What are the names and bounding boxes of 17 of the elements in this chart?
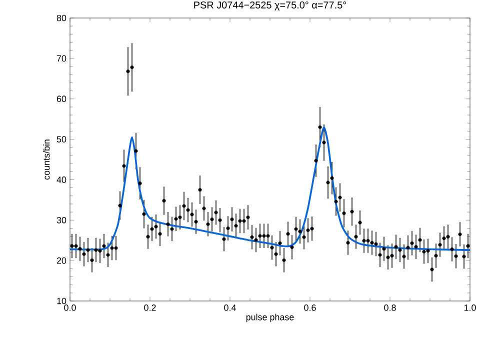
y-tick-label: 30 [56,216,66,224]
x-tick-label: 0.0 [64,304,76,311]
y-tick-label: 60 [56,96,66,102]
x-tick-label: 0.4 [224,304,236,311]
y-tick-label: 20 [56,257,66,264]
y-tick-label: 10 [57,298,66,304]
x-tick-label: 1.0 [464,304,476,311]
y-tick-label: 70 [56,55,66,62]
x-tick-label: 0.8 [384,304,396,311]
y-tick-label: 40 [56,176,66,183]
x-axis-title: pulse phase [246,314,294,322]
y-axis-title: counts/bin [43,140,50,180]
y-tick-label: 80 [56,14,66,22]
chart-title: PSR J0744−2525 χ=75.0° α=77.5° [194,1,346,10]
x-tick-label: 0.6 [304,304,316,311]
x-tick-label: 0.2 [144,304,156,311]
y-tick-label: 50 [56,136,66,142]
